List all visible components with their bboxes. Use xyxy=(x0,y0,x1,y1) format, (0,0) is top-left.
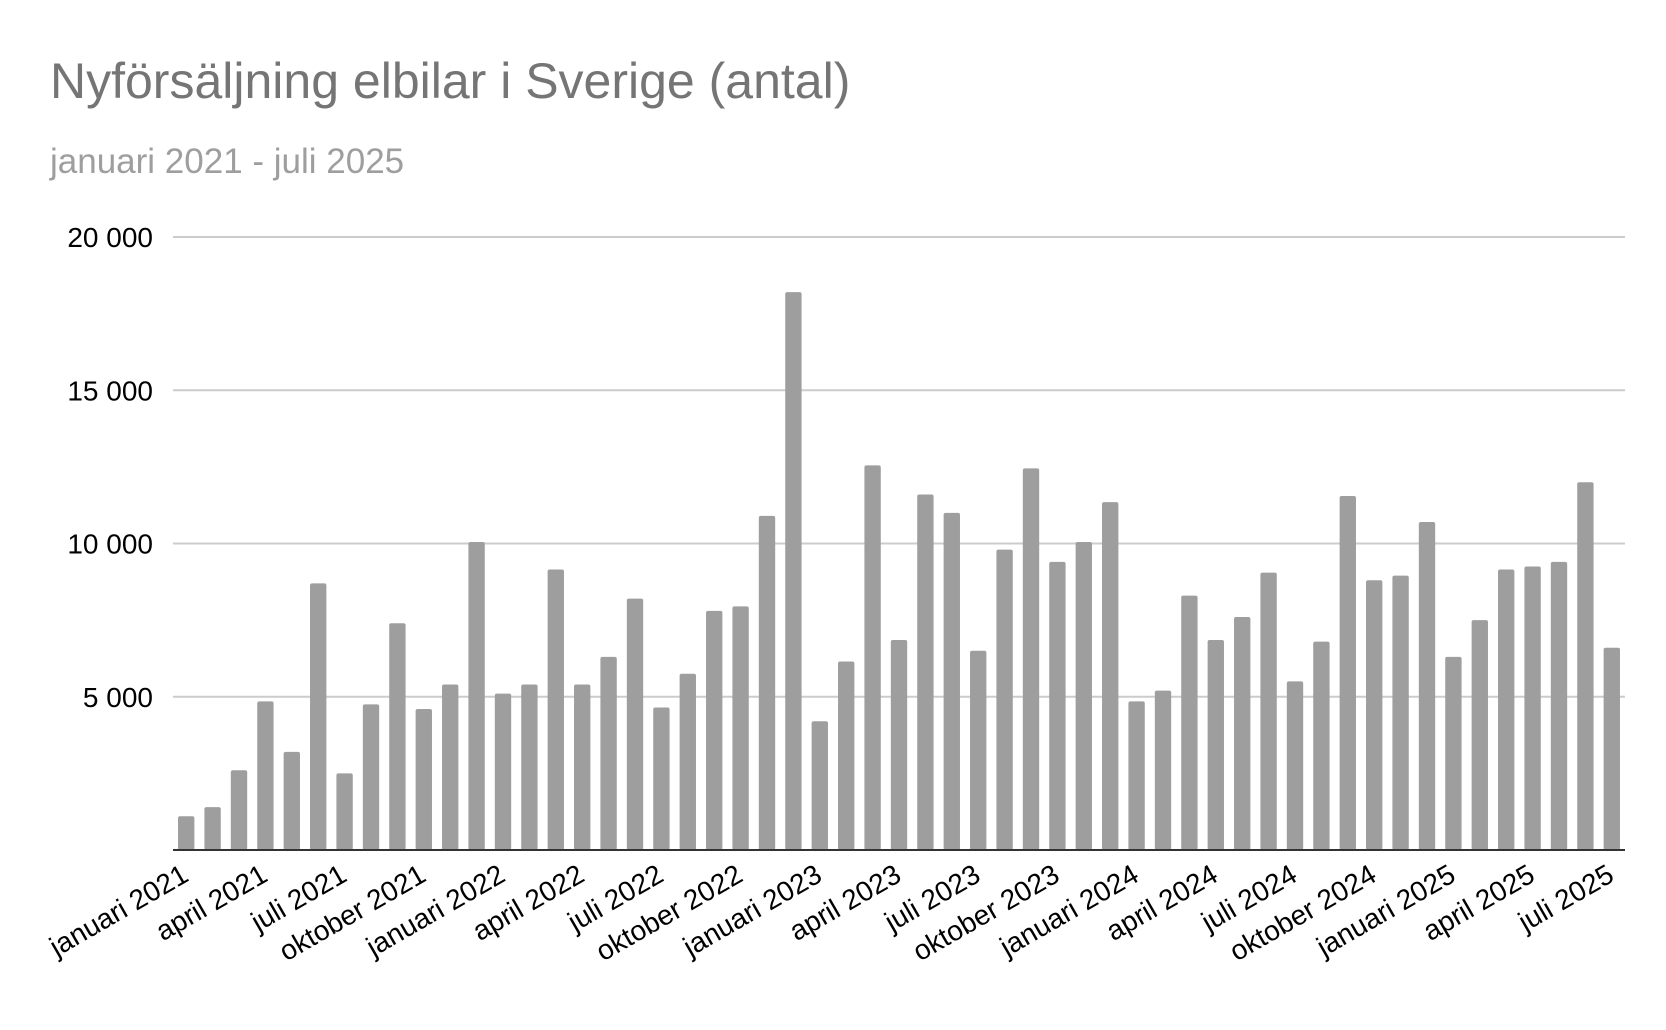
bar xyxy=(1260,572,1277,850)
bar xyxy=(732,606,749,850)
bar xyxy=(310,583,327,850)
bar xyxy=(653,707,670,850)
bar xyxy=(336,773,353,850)
bar xyxy=(864,465,881,850)
bar xyxy=(1102,502,1119,850)
bar xyxy=(1313,641,1330,850)
bar xyxy=(494,693,512,850)
bar xyxy=(785,292,802,850)
y-tick-label: 10 000 xyxy=(67,529,153,560)
bar xyxy=(257,701,274,850)
y-tick-label: 20 000 xyxy=(67,222,153,253)
bar xyxy=(1049,561,1066,850)
bar xyxy=(574,684,591,850)
bar xyxy=(811,721,828,850)
bar xyxy=(706,610,723,850)
chart-title: Nyförsäljning elbilar i Sverige (antal) xyxy=(50,53,851,109)
bar xyxy=(1022,468,1040,850)
bar xyxy=(1366,580,1383,850)
bar xyxy=(996,549,1013,850)
bar xyxy=(178,816,195,850)
bar xyxy=(547,569,564,850)
y-tick-label: 15 000 xyxy=(67,375,153,406)
bar xyxy=(1075,541,1092,850)
bar xyxy=(1524,566,1541,850)
bar xyxy=(758,515,776,850)
bar xyxy=(1550,561,1568,850)
bar xyxy=(838,661,855,850)
bar xyxy=(1498,569,1515,850)
bar xyxy=(1154,690,1172,850)
bar xyxy=(1577,482,1594,850)
bar xyxy=(626,598,644,850)
bar xyxy=(970,650,987,850)
bar xyxy=(1181,595,1198,850)
bar xyxy=(283,751,300,850)
bar xyxy=(1392,575,1409,850)
chart-subtitle: januari 2021 - juli 2025 xyxy=(50,142,405,181)
bar xyxy=(204,807,221,850)
bar xyxy=(1603,647,1620,850)
bar xyxy=(389,623,406,850)
bar xyxy=(1207,640,1224,850)
bar xyxy=(679,673,696,850)
bar xyxy=(1234,617,1251,850)
bar xyxy=(1339,495,1356,850)
y-tick-label: 5 000 xyxy=(83,682,153,713)
bar xyxy=(415,709,432,850)
bar xyxy=(230,770,248,850)
bar xyxy=(362,704,380,850)
bar xyxy=(1471,620,1488,850)
bar xyxy=(600,656,617,850)
bar xyxy=(468,541,485,850)
bar xyxy=(521,684,538,850)
bar xyxy=(1445,656,1462,850)
bar xyxy=(890,640,908,850)
bar xyxy=(943,512,960,850)
bar xyxy=(1418,522,1436,850)
bar xyxy=(442,684,459,850)
bar xyxy=(1286,681,1304,850)
bar xyxy=(1128,701,1145,850)
bar xyxy=(917,494,934,850)
